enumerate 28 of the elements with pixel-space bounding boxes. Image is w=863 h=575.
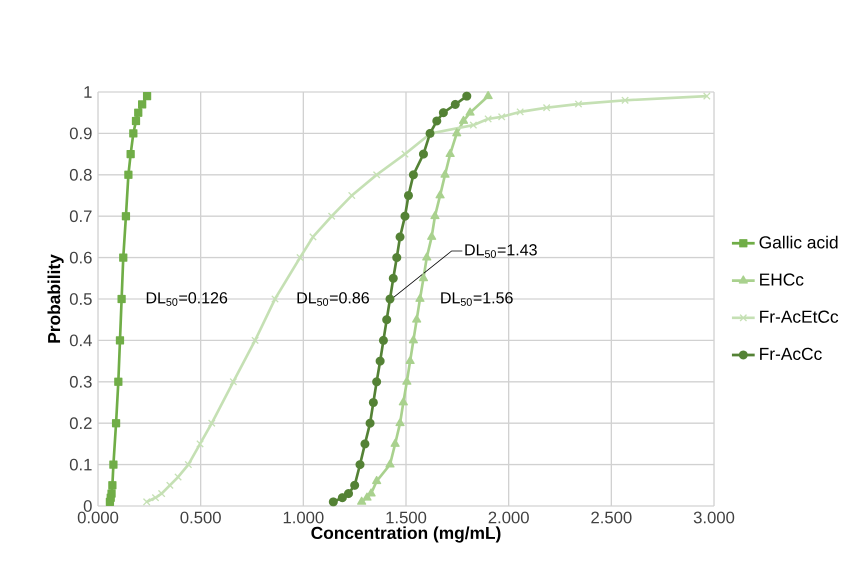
x-tick-label: 0.500 — [180, 512, 221, 524]
y-tick-label: 0.3 — [70, 376, 92, 388]
legend-label: EHCc — [760, 273, 804, 286]
x-tick-label: 2.500 — [591, 512, 632, 524]
y-tick-label: 1 — [84, 86, 92, 98]
y-tick-label: 0.4 — [70, 334, 92, 346]
annotation: DL$_{50}$=1.56 — [441, 292, 513, 306]
y-tick-label: 0.8 — [70, 168, 92, 181]
x-tick-label: 2.000 — [488, 512, 529, 524]
x-tick-label: 1.000 — [284, 512, 324, 524]
legend-label: Gallic acid — [760, 236, 838, 248]
y-tick-label: 0.9 — [70, 128, 92, 140]
y-tick-label: 0.6 — [70, 252, 92, 264]
x-tick-label: 1.500 — [386, 512, 426, 524]
legend-label: Fr-AcCc — [760, 348, 822, 360]
x-tick-label: 0.000 — [78, 512, 118, 524]
annotation: DL$_{50}$=0.126 — [146, 292, 228, 306]
annotation: DL$_{50}$=0.86 — [298, 292, 369, 306]
y-tick-label: 0.1 — [70, 458, 92, 471]
y-tick-label: 0 — [84, 500, 92, 512]
legend-label: Fr-AcEtCc — [760, 310, 838, 323]
x-tick-label: 3.000 — [694, 512, 734, 524]
annotation: DL$_{50}$=1.43 — [465, 244, 537, 258]
y-tick-label: 0.5 — [70, 293, 92, 305]
y-tick-label: 0.7 — [70, 210, 92, 222]
y-tick-label: 0.2 — [70, 417, 92, 430]
x-axis-title: Concentration (mg/mL) — [311, 526, 500, 543]
y-axis-title: Probability — [47, 254, 64, 343]
